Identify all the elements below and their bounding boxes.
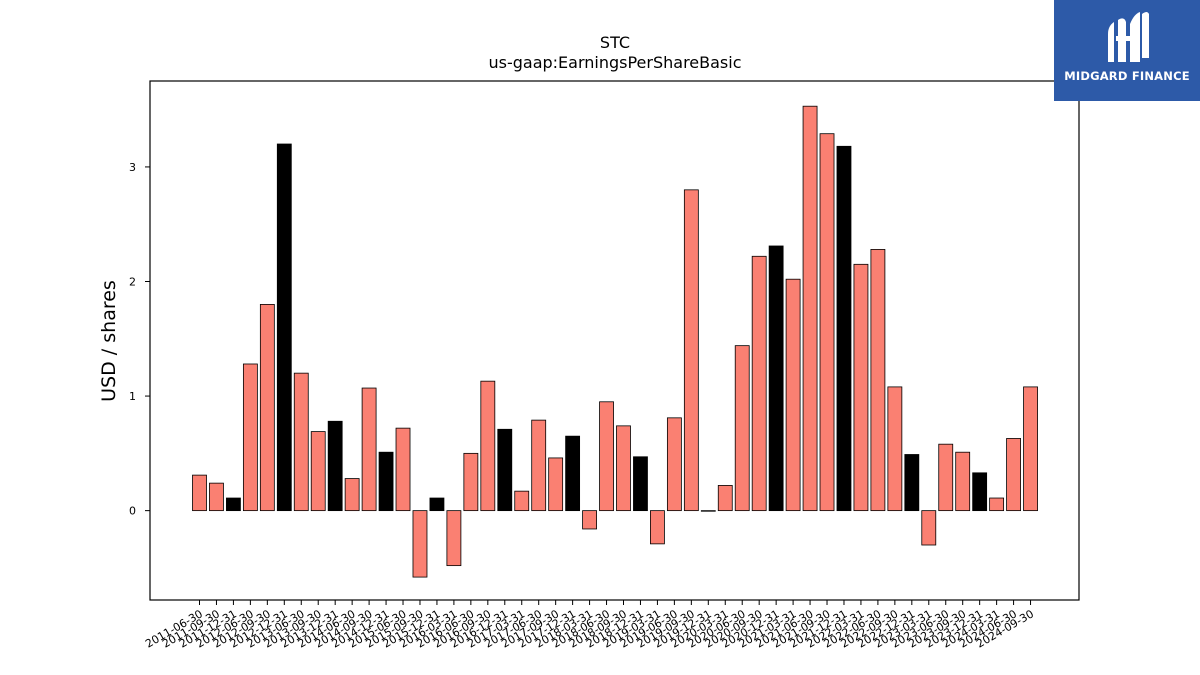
bar-2015-12-31 — [429, 497, 445, 512]
bar-2017-03-31 — [514, 490, 530, 512]
plot-frame — [149, 80, 1080, 601]
bar-2013-09-30 — [310, 431, 326, 512]
bar-2013-06-30 — [293, 372, 309, 512]
bar-2011-06-30 — [192, 474, 207, 512]
bar-2017-06-30 — [531, 419, 547, 512]
bar-2016-03-31 — [446, 510, 462, 567]
bar-2016-12-31 — [497, 428, 513, 512]
bar-2012-06-30 — [242, 363, 258, 512]
chart-title: STC — [600, 33, 630, 52]
bar-2019-09-30 — [683, 189, 699, 512]
bar-2014-12-31 — [378, 451, 394, 512]
bar-2017-12-31 — [565, 435, 581, 512]
chart-subtitle: us-gaap:EarningsPerShareBasic — [488, 53, 741, 72]
bar-2020-06-30 — [734, 345, 750, 512]
bar-2017-09-30 — [548, 457, 564, 512]
bar-2011-09-30 — [209, 482, 224, 512]
bar-2018-03-31 — [582, 510, 597, 530]
bar-2018-12-31 — [633, 456, 648, 512]
bar-2021-06-30 — [802, 105, 818, 512]
bar-2022-09-30 — [887, 386, 903, 512]
y-axis-label: USD / shares — [98, 280, 120, 402]
bar-2019-06-30 — [666, 417, 682, 512]
bar-2023-12-31 — [972, 472, 988, 512]
logo-mark-icon — [1108, 12, 1149, 62]
bar-2022-12-31 — [904, 454, 920, 512]
bar-2012-12-31 — [276, 143, 292, 512]
bar-2015-09-30 — [412, 510, 428, 578]
bar-2018-09-30 — [616, 425, 631, 512]
bar-2023-06-30 — [938, 443, 954, 512]
y-tick-label: 2 — [129, 275, 136, 288]
y-tick-label: 1 — [129, 390, 136, 403]
bar-2012-09-30 — [259, 304, 275, 512]
x-axis: 2011-06-302011-09-302011-12-312012-06-30… — [143, 600, 1036, 651]
bar-2020-12-31 — [768, 245, 784, 512]
bar-2022-03-31 — [853, 263, 869, 512]
brand-logo: MIDGARD FINANCE — [1054, 0, 1200, 101]
logo-text: MIDGARD FINANCE — [1064, 69, 1190, 83]
y-tick-label: 0 — [129, 505, 136, 518]
bar-2018-06-30 — [599, 401, 614, 512]
bar-2022-06-30 — [870, 249, 886, 512]
bars-group — [192, 105, 1038, 578]
bar-2014-09-30 — [361, 387, 377, 512]
bar-2024-09-30 — [1023, 386, 1038, 512]
bar-2020-03-31 — [717, 485, 733, 512]
bar-2023-03-31 — [921, 510, 937, 546]
bar-2016-06-30 — [463, 452, 479, 512]
bar-2013-12-31 — [327, 420, 343, 512]
bar-2021-03-31 — [785, 278, 801, 512]
bar-2014-06-30 — [344, 478, 360, 512]
bar-2015-06-30 — [395, 427, 411, 512]
y-tick-label: 3 — [129, 161, 136, 174]
y-axis: 0 1 2 3 — [129, 161, 150, 518]
bar-2024-06-30 — [1006, 438, 1021, 512]
bar-2024-03-31 — [989, 497, 1005, 512]
bar-2019-12-31 — [700, 510, 716, 512]
bar-2021-12-31 — [836, 145, 852, 512]
bar-2023-09-30 — [955, 451, 971, 512]
bar-2020-09-30 — [751, 255, 767, 512]
bar-2021-09-30 — [819, 133, 835, 512]
bar-2019-03-31 — [650, 510, 665, 545]
bar-2016-09-30 — [480, 380, 496, 512]
bar-2011-12-31 — [226, 497, 241, 512]
